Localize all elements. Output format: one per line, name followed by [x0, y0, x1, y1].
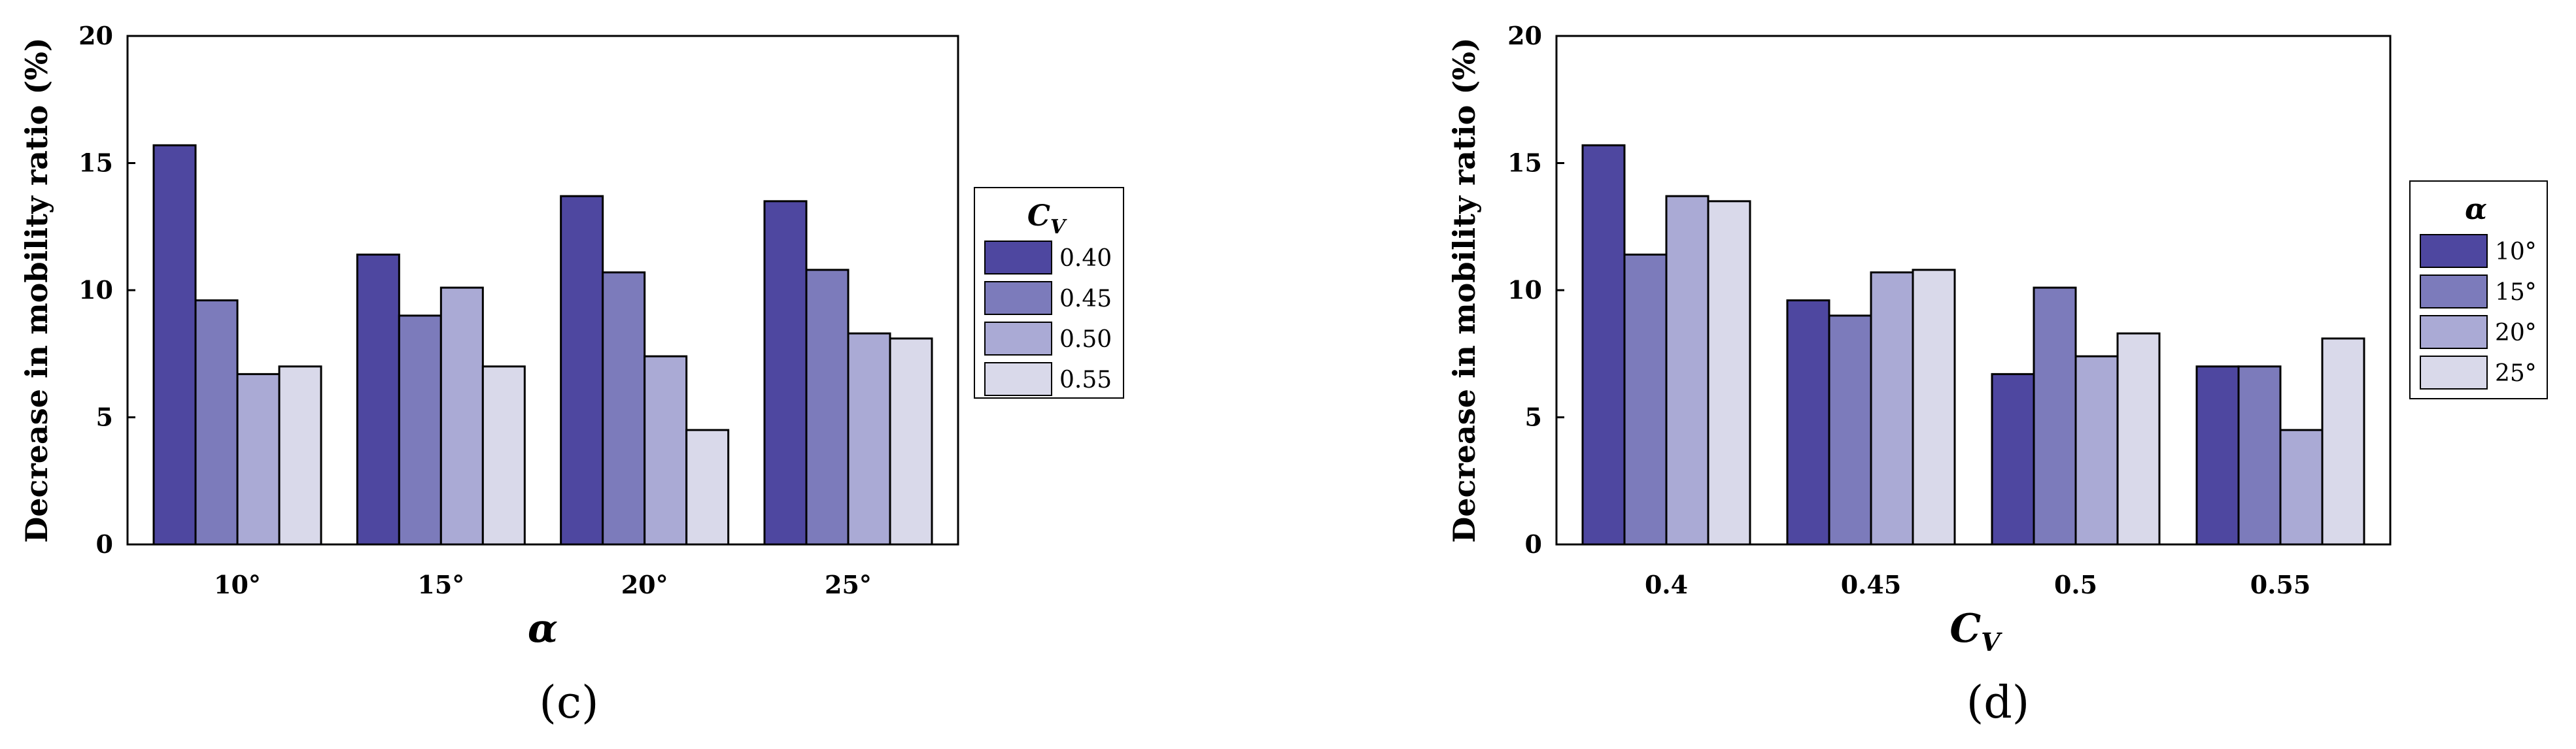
- x-tick-label: 20°: [621, 570, 668, 599]
- legend-swatch: [2420, 234, 2488, 268]
- bar: [1623, 254, 1668, 546]
- y-tick-label: 15: [78, 148, 113, 178]
- bar: [398, 314, 442, 546]
- bar: [439, 286, 484, 546]
- bar: [2237, 365, 2282, 546]
- bar: [356, 254, 400, 546]
- bar: [152, 144, 197, 546]
- legend-label: 10°: [2495, 239, 2537, 265]
- y-tick-label: 10: [78, 275, 113, 305]
- y-tick-label: 10: [1507, 275, 1542, 305]
- bar: [1828, 314, 1872, 546]
- legend-label: 15°: [2495, 279, 2537, 306]
- legend-label: 25°: [2495, 360, 2537, 387]
- x-tick-label: 0.45: [1841, 570, 1902, 599]
- bar: [763, 200, 808, 546]
- bar: [2321, 337, 2365, 546]
- x-tick-label: 0.55: [2250, 570, 2311, 599]
- bar: [1991, 373, 2035, 546]
- x-tick-label: 0.4: [1645, 570, 1688, 599]
- bar: [2116, 332, 2161, 546]
- chart-c: 0 5 10 15 20 Decrease in mobility ratio (%) 10…: [19, 21, 1124, 729]
- bar: [481, 365, 526, 546]
- bar: [278, 365, 322, 546]
- legend-label: 0.40: [1059, 245, 1112, 272]
- legend-swatch: [984, 322, 1052, 356]
- legend-swatch: [984, 241, 1052, 275]
- legend-title: α: [2465, 193, 2487, 226]
- figure-caption: (d): [1966, 677, 2030, 729]
- x-tick-label: 15°: [417, 570, 464, 599]
- legend-title-sub: V: [1050, 216, 1067, 239]
- figure-caption: (c): [539, 677, 598, 729]
- x-tick-label: 25°: [825, 570, 872, 599]
- legend-title: CV: [1027, 199, 1067, 239]
- x-axis-label: α: [528, 606, 558, 652]
- legend-swatch: [2420, 356, 2488, 390]
- bar: [1707, 200, 1751, 546]
- y-tick-label: 20: [78, 21, 113, 50]
- legend-swatch: [984, 362, 1052, 396]
- legend-label: 0.55: [1059, 367, 1112, 393]
- y-tick-label: 5: [1525, 403, 1542, 432]
- legend-label: 20°: [2495, 320, 2537, 346]
- legend-label: 0.50: [1059, 326, 1112, 353]
- bar: [1786, 299, 1830, 546]
- y-tick-label: 0: [96, 529, 113, 559]
- y-tick-label: 0: [1525, 529, 1542, 559]
- x-tick-label: 0.5: [2054, 570, 2097, 599]
- bar: [1581, 144, 1626, 546]
- bar: [2074, 355, 2119, 546]
- legend-swatch: [2420, 275, 2488, 308]
- legend: CV 0.40 0.45 0.50 0.55: [974, 187, 1124, 399]
- bar: [1665, 195, 1709, 546]
- bar: [194, 299, 239, 546]
- bar: [847, 332, 891, 546]
- bar: [236, 373, 281, 546]
- bar: [685, 429, 730, 546]
- bar: [1912, 269, 1956, 546]
- bar: [2033, 286, 2077, 546]
- x-axis-label: CV: [1949, 606, 2002, 657]
- bar: [2279, 429, 2324, 546]
- legend-swatch: [2420, 315, 2488, 349]
- bar: [602, 271, 646, 546]
- bar: [1870, 271, 1914, 546]
- x-axis-label-sub: V: [1981, 627, 2002, 657]
- x-axis-label-main: C: [1949, 606, 1981, 652]
- y-tick-label: 15: [1507, 148, 1542, 178]
- bar: [2195, 365, 2240, 546]
- y-axis-label: Decrease in mobility ratio (%): [19, 37, 54, 542]
- y-axis-label: Decrease in mobility ratio (%): [1447, 37, 1482, 542]
- bar: [560, 195, 604, 546]
- y-tick-label: 5: [96, 403, 113, 432]
- legend-title-main: α: [2465, 193, 2487, 226]
- bar: [889, 337, 933, 546]
- legend-label: 0.45: [1059, 286, 1112, 312]
- chart-d: 0 5 10 15 20 Decrease in mobility ratio (%) 0.…: [1447, 21, 2548, 729]
- legend-swatch: [984, 281, 1052, 315]
- bar: [805, 269, 850, 546]
- x-axis-label-main: α: [528, 606, 558, 652]
- legend: α 10° 15° 20° 25°: [2409, 180, 2548, 399]
- legend-title-main: C: [1027, 199, 1050, 233]
- bar: [644, 355, 688, 546]
- y-tick-label: 20: [1507, 21, 1542, 50]
- x-tick-label: 10°: [214, 570, 261, 599]
